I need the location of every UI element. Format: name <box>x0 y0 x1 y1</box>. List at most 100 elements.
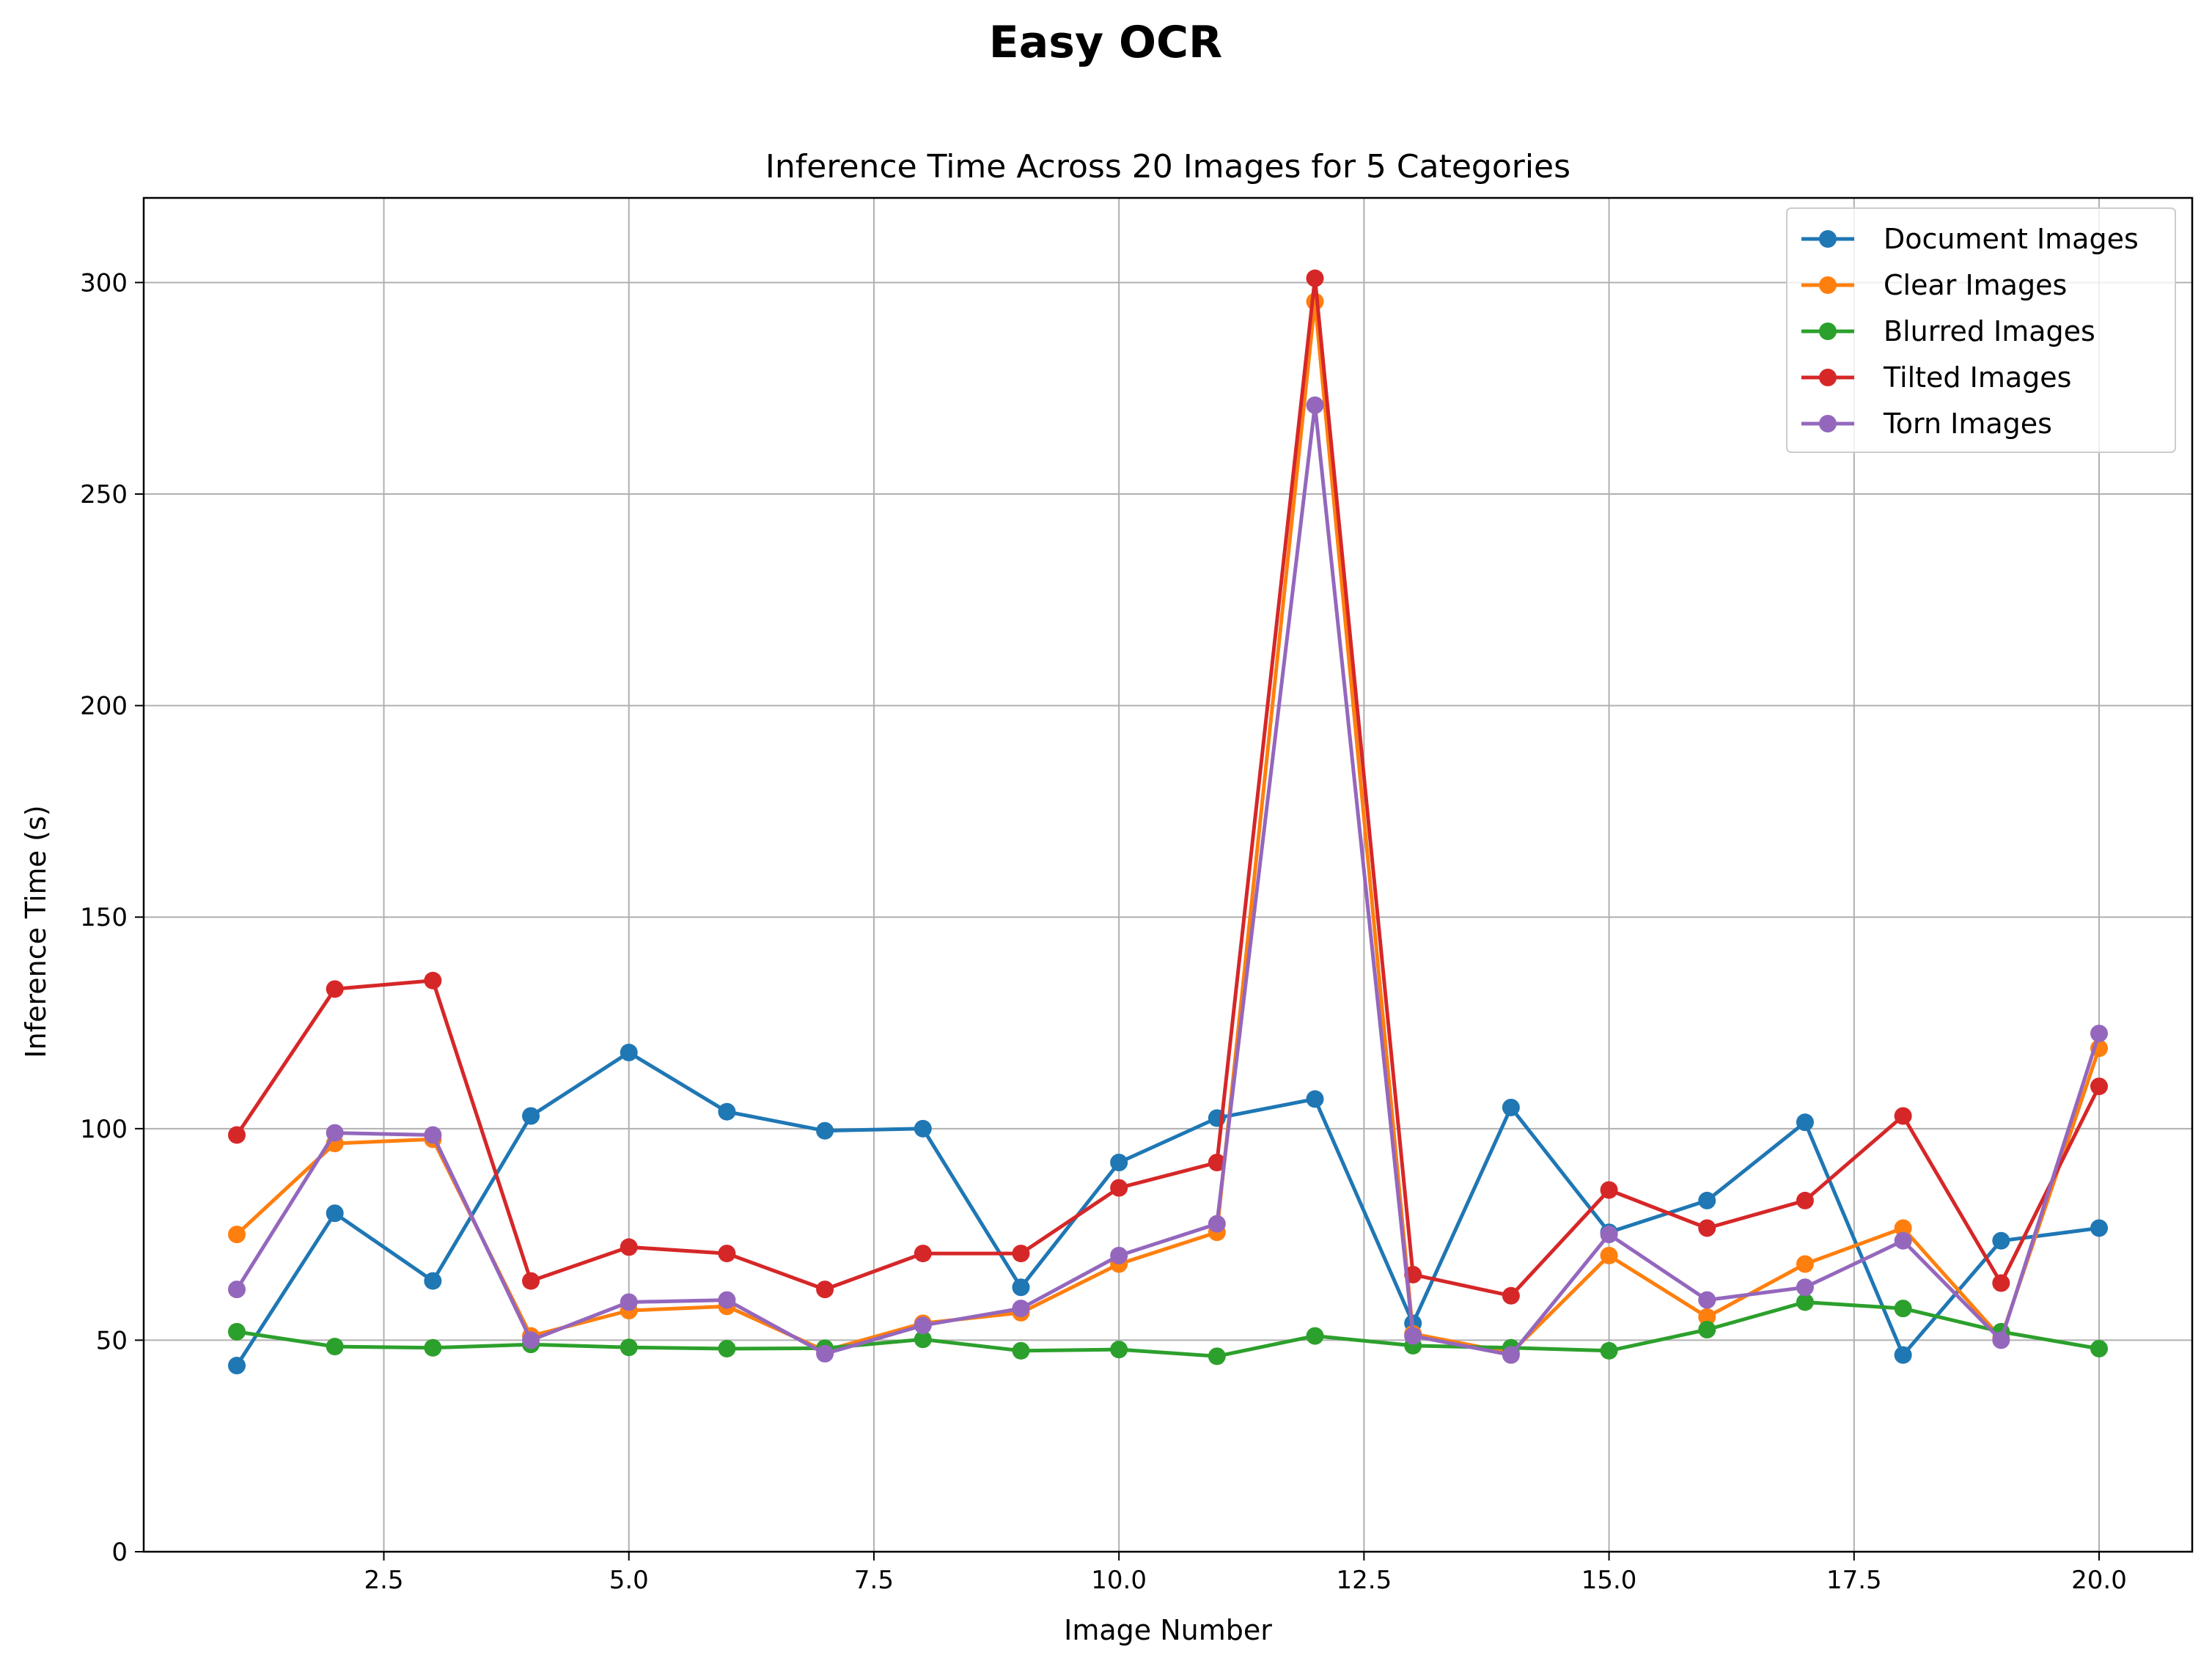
data-point-tilted-images <box>522 1272 540 1290</box>
data-point-clear-images <box>1796 1255 1814 1273</box>
series-line-tilted-images <box>235 276 2101 1298</box>
x-tick-label: 7.5 <box>854 1566 894 1595</box>
series-torn-images <box>228 396 2108 1364</box>
series-line-document-images <box>235 1050 2100 1367</box>
data-point-torn-images <box>1796 1278 1814 1297</box>
data-point-tilted-images <box>1012 1245 1030 1263</box>
data-point-blurred-images <box>1110 1341 1128 1359</box>
y-tick-label: 100 <box>80 1115 128 1144</box>
data-point-tilted-images <box>914 1245 932 1263</box>
data-point-blurred-images <box>1600 1341 1618 1360</box>
data-point-document-images <box>2090 1219 2108 1237</box>
legend-item: Clear Images <box>1801 269 2067 301</box>
y-tick-label: 300 <box>80 268 128 298</box>
legend-marker <box>1819 369 1837 386</box>
data-point-tilted-images <box>718 1245 736 1263</box>
series-line-clear-images <box>235 299 2101 1355</box>
legend-label: Document Images <box>1884 223 2139 255</box>
legend-marker <box>1819 230 1837 248</box>
data-point-blurred-images <box>228 1322 246 1341</box>
data-point-torn-images <box>914 1316 932 1335</box>
data-point-tilted-images <box>1796 1191 1814 1209</box>
data-point-torn-images <box>1012 1300 1030 1318</box>
data-point-blurred-images <box>1894 1300 1912 1318</box>
data-point-torn-images <box>1894 1231 1912 1250</box>
series-line-blurred-images <box>236 1300 2100 1358</box>
y-tick-label: 50 <box>96 1326 128 1355</box>
data-point-tilted-images <box>1600 1181 1618 1199</box>
data-point-document-images <box>1894 1346 1912 1364</box>
legend-box <box>1786 207 2176 453</box>
data-point-document-images <box>1796 1113 1814 1132</box>
y-axis-label: Inference Time (s) <box>20 805 52 1058</box>
legend-item: Document Images <box>1801 223 2139 255</box>
data-point-document-images <box>1012 1278 1030 1297</box>
legend-label: Clear Images <box>1884 269 2067 301</box>
x-tick-label: 10.0 <box>1091 1566 1147 1595</box>
x-axis-label: Image Number <box>1064 1614 1272 1646</box>
data-point-torn-images <box>620 1293 638 1311</box>
data-point-document-images <box>914 1119 932 1138</box>
data-point-tilted-images <box>1306 269 1324 287</box>
legend-label: Blurred Images <box>1884 315 2095 347</box>
data-point-tilted-images <box>2090 1077 2108 1096</box>
data-point-blurred-images <box>1208 1347 1226 1366</box>
x-tick-label: 2.5 <box>364 1566 403 1595</box>
data-point-document-images <box>718 1102 736 1121</box>
legend-item: Blurred Images <box>1801 315 2095 347</box>
axis-ticks: 2.5 5.0 7.5 10.0 12.5 15.0 17.5 20.0 0 50 100 150 20… <box>80 268 2127 1595</box>
data-point-torn-images <box>1992 1331 2010 1349</box>
data-point-torn-images <box>1698 1291 1716 1309</box>
data-point-torn-images <box>1404 1327 1422 1345</box>
data-point-blurred-images <box>326 1338 344 1356</box>
y-tick-label: 150 <box>80 903 128 932</box>
data-point-torn-images <box>1110 1246 1128 1264</box>
x-tick-label: 15.0 <box>1581 1566 1637 1595</box>
legend-label: Torn Images <box>1883 408 2052 440</box>
data-point-clear-images <box>1600 1246 1618 1264</box>
data-point-document-images <box>326 1204 344 1223</box>
data-point-torn-images <box>1306 396 1324 414</box>
figure-suptitle: Easy OCR <box>989 17 1222 68</box>
data-point-torn-images <box>816 1344 834 1363</box>
data-point-blurred-images <box>1306 1327 1324 1345</box>
data-point-document-images <box>522 1107 540 1125</box>
data-point-tilted-images <box>816 1281 834 1299</box>
data-point-tilted-images <box>620 1238 638 1256</box>
data-point-blurred-images <box>424 1338 442 1357</box>
data-point-blurred-images <box>914 1330 932 1349</box>
data-point-blurred-images <box>1012 1341 1030 1360</box>
x-tick-label: 5.0 <box>609 1566 649 1595</box>
data-point-tilted-images <box>228 1126 246 1144</box>
data-point-tilted-images <box>1894 1107 1912 1125</box>
data-point-blurred-images <box>1796 1293 1814 1311</box>
data-point-torn-images <box>424 1126 442 1144</box>
x-tick-label: 17.5 <box>1826 1566 1882 1595</box>
y-tick-label: 0 <box>111 1538 128 1567</box>
y-tick-label: 250 <box>80 480 128 509</box>
data-point-torn-images <box>718 1291 736 1309</box>
data-point-tilted-images <box>326 980 344 998</box>
data-point-document-images <box>1992 1231 2010 1250</box>
data-point-tilted-images <box>1698 1219 1716 1237</box>
legend-label: Tilted Images <box>1883 361 2071 394</box>
data-point-torn-images <box>522 1331 540 1349</box>
data-point-torn-images <box>326 1124 344 1142</box>
series-tilted-images <box>228 269 2108 1305</box>
data-point-blurred-images <box>620 1338 638 1357</box>
series-line-torn-images <box>235 403 2101 1357</box>
data-point-blurred-images <box>718 1339 736 1357</box>
data-point-document-images <box>816 1121 834 1140</box>
plot-area-frame <box>142 196 2194 1553</box>
legend-item: Tilted Images <box>1801 361 2071 394</box>
legend-item: Torn Images <box>1801 408 2052 440</box>
data-point-torn-images <box>228 1281 246 1299</box>
data-point-tilted-images <box>1110 1179 1128 1197</box>
legend-marker <box>1819 415 1837 432</box>
data-point-tilted-images <box>424 971 442 990</box>
data-point-document-images <box>1110 1153 1128 1171</box>
series-layer <box>228 269 2108 1375</box>
chart-title: Inference Time Across 20 Images for 5 Ca… <box>765 148 1570 185</box>
data-point-blurred-images <box>1698 1320 1716 1338</box>
